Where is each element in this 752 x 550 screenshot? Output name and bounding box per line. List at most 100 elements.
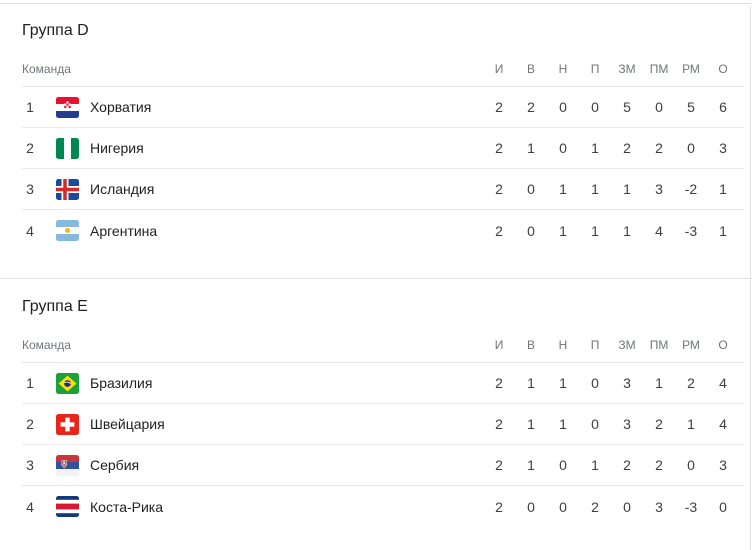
column-header-wins: В <box>526 338 535 352</box>
table-header: Команда И В Н П ЗМ ПМ РМ О <box>22 316 744 363</box>
team-stats: 2 1 1 0 3 1 2 4 <box>483 375 739 391</box>
stat-points: 3 <box>719 457 727 473</box>
stat-points: 3 <box>719 140 727 156</box>
team-row[interactable]: 4 Аргентина 2 0 1 1 1 4 -3 1 <box>22 210 744 251</box>
team-row[interactable]: 1 Бразилия 2 1 1 0 3 1 2 4 <box>22 363 744 404</box>
column-header-points: О <box>718 62 728 76</box>
section-divider <box>0 278 752 279</box>
team-rank: 2 <box>26 416 34 432</box>
team-stats: 2 1 0 1 2 2 0 3 <box>483 457 739 473</box>
team-row[interactable]: 1 Хорватия 2 2 0 0 5 0 5 6 <box>22 87 744 128</box>
stat-goals-against: 3 <box>655 181 663 197</box>
column-header-points: О <box>718 338 728 352</box>
stat-games: 2 <box>495 140 503 156</box>
column-header-games: И <box>494 62 504 76</box>
top-divider <box>0 3 752 4</box>
stat-games: 2 <box>495 222 503 239</box>
column-header-team: Команда <box>22 62 71 76</box>
team-rank: 3 <box>26 181 34 197</box>
stat-games: 2 <box>495 375 503 391</box>
stat-goals-for: 1 <box>623 222 631 239</box>
flag-argentina-icon <box>56 220 79 241</box>
stat-goal-diff: -3 <box>684 498 698 515</box>
column-header-team: Команда <box>22 338 71 352</box>
stat-draws: 1 <box>559 375 567 391</box>
group-e-table: Команда И В Н П ЗМ ПМ РМ О 1 Бразилия 2 1 1 0 3 1 2 4 2 Шве… <box>22 316 744 527</box>
team-name: Хорватия <box>90 99 152 115</box>
stat-draws: 0 <box>559 498 567 515</box>
team-rank: 4 <box>26 498 34 515</box>
team-rank: 4 <box>26 222 34 239</box>
stat-goals-for: 5 <box>623 99 631 115</box>
stat-wins: 0 <box>527 498 535 515</box>
team-rank: 1 <box>26 99 34 115</box>
stats-header-group: И В Н П ЗМ ПМ РМ О <box>483 339 739 351</box>
column-header-goals-against: ПМ <box>649 338 669 352</box>
group-d-section: Группа D Команда И В Н П ЗМ ПМ РМ О 1 Хорватия 2 2… <box>0 4 752 251</box>
stat-goals-against: 0 <box>655 99 663 115</box>
flag-nigeria-icon <box>56 137 79 159</box>
flag-serbia-icon <box>56 454 79 476</box>
team-name: Швейцария <box>90 416 165 432</box>
stat-goal-diff: 0 <box>687 140 695 156</box>
column-header-losses: П <box>590 62 600 76</box>
flag-croatia-icon <box>56 96 79 118</box>
column-header-goal-diff: РМ <box>682 62 700 76</box>
team-stats: 2 0 1 1 1 4 -3 1 <box>483 223 739 239</box>
team-row[interactable]: 3 Сербия 2 1 0 1 2 2 0 3 <box>22 445 744 486</box>
stat-goal-diff: 2 <box>687 375 695 391</box>
stat-losses: 1 <box>591 222 599 239</box>
stat-wins: 1 <box>527 416 535 432</box>
stat-points: 6 <box>719 99 727 115</box>
team-stats: 2 1 0 1 2 2 0 3 <box>483 140 739 156</box>
stat-goal-diff: 0 <box>687 457 695 473</box>
team-rank: 1 <box>26 375 34 391</box>
team-stats: 2 0 1 1 1 3 -2 1 <box>483 181 739 197</box>
column-header-losses: П <box>590 338 600 352</box>
team-row[interactable]: 3 Исландия 2 0 1 1 1 3 -2 1 <box>22 169 744 210</box>
stat-goals-against: 3 <box>655 498 663 515</box>
team-stats: 2 2 0 0 5 0 5 6 <box>483 99 739 115</box>
stat-wins: 1 <box>527 140 535 156</box>
column-header-games: И <box>494 338 504 352</box>
stat-goals-against: 1 <box>655 375 663 391</box>
stat-losses: 1 <box>591 140 599 156</box>
team-name: Сербия <box>90 457 140 473</box>
team-row[interactable]: 2 Нигерия 2 1 0 1 2 2 0 3 <box>22 128 744 169</box>
stat-goals-for: 1 <box>623 181 631 197</box>
team-name: Аргентина <box>90 222 158 239</box>
stat-goals-for: 0 <box>623 498 631 515</box>
standings-card: Группа D Команда И В Н П ЗМ ПМ РМ О 1 Хорватия 2 2… <box>0 3 752 550</box>
table-rows: 1 Хорватия 2 2 0 0 5 0 5 6 2 Нигерия 2 1 0 1 2 2 0 3 3 Ислан… <box>22 87 744 251</box>
stat-points: 4 <box>719 375 727 391</box>
column-header-draws: Н <box>558 338 568 352</box>
stat-games: 2 <box>495 416 503 432</box>
stat-goals-for: 3 <box>623 375 631 391</box>
group-title: Группа E <box>22 298 88 315</box>
flag-brazil-icon <box>56 372 79 394</box>
team-row[interactable]: 4 Коста-Рика 2 0 0 2 0 3 -3 0 <box>22 486 744 527</box>
stat-games: 2 <box>495 498 503 515</box>
stat-draws: 1 <box>559 222 567 239</box>
team-row[interactable]: 2 Швейцария 2 1 1 0 3 2 1 4 <box>22 404 744 445</box>
stat-points: 1 <box>719 181 727 197</box>
team-name: Бразилия <box>90 375 153 391</box>
stat-games: 2 <box>495 181 503 197</box>
team-rank: 3 <box>26 457 34 473</box>
stat-goals-against: 4 <box>655 222 663 239</box>
stat-goals-against: 2 <box>655 416 663 432</box>
stat-goals-against: 2 <box>655 457 663 473</box>
stat-games: 2 <box>495 457 503 473</box>
stats-header-group: И В Н П ЗМ ПМ РМ О <box>483 63 739 75</box>
team-stats: 2 1 1 0 3 2 1 4 <box>483 416 739 432</box>
column-header-goals-for: ЗМ <box>618 338 636 352</box>
stat-draws: 0 <box>559 99 567 115</box>
team-name: Исландия <box>90 181 155 197</box>
column-header-goals-against: ПМ <box>649 62 669 76</box>
column-header-goals-for: ЗМ <box>618 62 636 76</box>
team-stats: 2 0 0 2 0 3 -3 0 <box>483 499 739 515</box>
column-header-draws: Н <box>558 62 568 76</box>
stat-goal-diff: 5 <box>687 99 695 115</box>
stat-losses: 1 <box>591 181 599 197</box>
flag-costa-rica-icon <box>56 496 79 517</box>
